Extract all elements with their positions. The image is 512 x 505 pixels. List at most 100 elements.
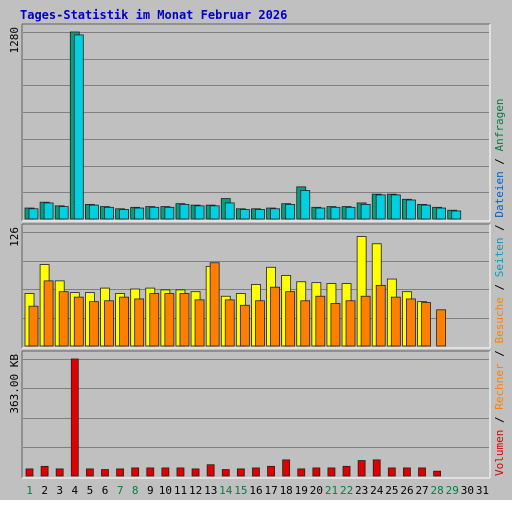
axis-max-label: 363.00 KB — [8, 354, 21, 414]
bar-volumen-26 — [403, 467, 411, 477]
x-tick-label-30: 30 — [461, 484, 474, 497]
bar-dateien-28 — [436, 207, 447, 220]
bar-besuche-8 — [134, 298, 145, 347]
legend-item-rechner: Rechner — [493, 363, 506, 410]
bar-besuche-13 — [209, 262, 220, 347]
bar-dateien-21 — [330, 206, 341, 220]
panel-visits: 126 — [8, 223, 491, 349]
bar-besuche-25 — [390, 296, 401, 347]
bar-volumen-20 — [312, 467, 321, 477]
bar-dateien-27 — [421, 204, 431, 220]
bar-volumen-19 — [297, 468, 306, 477]
legend-separator: / — [493, 410, 506, 430]
bar-volumen-13 — [206, 464, 215, 477]
x-tick-label-28: 28 — [431, 484, 444, 497]
bar-volumen-24 — [372, 459, 381, 477]
bar-dateien-5 — [88, 204, 99, 220]
bar-volumen-21 — [327, 467, 336, 477]
x-tick-label-16: 16 — [249, 484, 262, 497]
bar-dateien-1 — [28, 208, 39, 220]
x-tick-label-27: 27 — [415, 484, 428, 497]
series-volumen — [25, 358, 442, 477]
legend-separator: / — [493, 277, 506, 297]
legend-separator: / — [493, 151, 506, 171]
x-tick-label-15: 15 — [234, 484, 247, 497]
bar-volumen-10 — [161, 467, 170, 477]
x-tick-label-4: 4 — [72, 484, 79, 497]
bar-dateien-4 — [73, 34, 84, 220]
series-besuche — [28, 262, 447, 347]
bar-dateien-7 — [119, 209, 129, 220]
bar-volumen-17 — [267, 465, 275, 477]
bar-besuche-24 — [375, 284, 386, 347]
bar-dateien-8 — [134, 207, 145, 220]
x-tick-label-2: 2 — [41, 484, 48, 497]
bar-besuche-4 — [73, 296, 84, 347]
bar-volumen-5 — [85, 468, 94, 477]
bar-dateien-23 — [360, 203, 371, 220]
bar-volumen-2 — [40, 465, 49, 477]
bar-volumen-3 — [55, 468, 64, 477]
bar-besuche-27 — [421, 302, 431, 347]
bar-volumen-22 — [342, 465, 351, 477]
bar-dateien-10 — [164, 206, 175, 220]
bar-dateien-29 — [451, 210, 462, 220]
bar-besuche-11 — [179, 293, 190, 347]
legend-separator: / — [493, 218, 506, 238]
bar-dateien-6 — [104, 206, 114, 220]
x-tick-label-17: 17 — [264, 484, 277, 497]
bar-besuche-16 — [255, 300, 265, 347]
panel-requests: 1280 — [8, 23, 491, 222]
bar-volumen-16 — [252, 467, 260, 477]
bar-besuche-2 — [43, 280, 54, 347]
bar-besuche-12 — [194, 299, 205, 347]
bar-besuche-19 — [300, 300, 311, 347]
bar-besuche-6 — [104, 300, 114, 347]
legend-item-besuche: Besuche — [493, 297, 506, 343]
x-tick-label-6: 6 — [102, 484, 109, 497]
bar-volumen-14 — [221, 469, 230, 477]
bar-volumen-28 — [433, 470, 442, 477]
x-tick-label-12: 12 — [189, 484, 202, 497]
bar-besuche-23 — [360, 295, 371, 347]
bar-besuche-10 — [164, 293, 175, 347]
x-tick-label-1: 1 — [26, 484, 33, 497]
chart-title: Tages-Statistik im Monat Februar 2026 — [20, 8, 287, 22]
bar-dateien-19 — [300, 190, 311, 220]
legend-item-anfragen: Anfragen — [493, 98, 506, 151]
bar-volumen-11 — [176, 467, 185, 477]
bar-besuche-1 — [28, 305, 39, 347]
bar-besuche-18 — [285, 291, 296, 347]
bar-besuche-14 — [224, 299, 235, 347]
bar-dateien-13 — [209, 205, 220, 220]
bar-dateien-9 — [149, 206, 160, 220]
bar-besuche-5 — [88, 301, 99, 347]
x-tick-label-8: 8 — [132, 484, 139, 497]
x-tick-label-9: 9 — [147, 484, 154, 497]
bar-dateien-12 — [194, 205, 205, 220]
bar-dateien-16 — [255, 209, 265, 220]
bar-dateien-26 — [406, 199, 416, 220]
bar-volumen-7 — [116, 468, 124, 477]
x-tick-label-19: 19 — [295, 484, 308, 497]
bar-besuche-28 — [436, 309, 447, 347]
bar-volumen-23 — [357, 460, 366, 477]
bar-volumen-25 — [387, 467, 396, 477]
bar-besuche-20 — [315, 295, 326, 347]
series-dateien — [28, 34, 462, 220]
bar-dateien-20 — [315, 207, 326, 220]
x-tick-label-29: 29 — [446, 484, 459, 497]
bar-volumen-4 — [70, 358, 79, 477]
bar-volumen-15 — [236, 468, 245, 477]
bar-volumen-9 — [146, 467, 155, 477]
bar-volumen-6 — [101, 469, 109, 477]
x-tick-label-11: 11 — [174, 484, 187, 497]
x-tick-label-13: 13 — [204, 484, 217, 497]
bar-besuche-7 — [119, 296, 129, 347]
panel-area — [22, 24, 490, 221]
bar-dateien-17 — [270, 208, 280, 220]
bar-volumen-27 — [418, 467, 426, 477]
bar-dateien-14 — [224, 202, 235, 220]
